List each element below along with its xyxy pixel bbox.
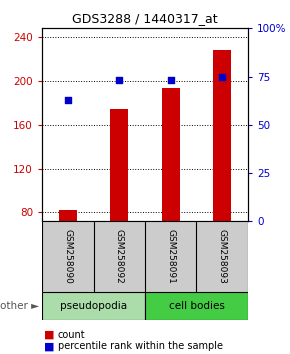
Point xyxy=(66,97,70,103)
Bar xyxy=(110,109,128,221)
Point xyxy=(220,74,224,79)
Bar xyxy=(42,292,145,320)
Text: GSM258091: GSM258091 xyxy=(166,229,175,284)
Bar xyxy=(162,87,180,221)
Text: percentile rank within the sample: percentile rank within the sample xyxy=(58,341,223,351)
Text: GDS3288 / 1440317_at: GDS3288 / 1440317_at xyxy=(72,12,218,25)
Text: cell bodies: cell bodies xyxy=(168,301,224,311)
Bar xyxy=(59,210,77,221)
Text: other ►: other ► xyxy=(0,301,39,311)
Text: GSM258090: GSM258090 xyxy=(63,229,72,284)
Text: pseudopodia: pseudopodia xyxy=(60,301,127,311)
Text: GSM258093: GSM258093 xyxy=(218,229,227,284)
Bar xyxy=(213,50,231,221)
Text: GSM258092: GSM258092 xyxy=(115,229,124,284)
Text: ■: ■ xyxy=(44,341,55,351)
Text: ■: ■ xyxy=(44,330,55,339)
Bar xyxy=(145,292,248,320)
Text: count: count xyxy=(58,330,86,339)
Point xyxy=(117,78,122,83)
Point xyxy=(168,78,173,83)
